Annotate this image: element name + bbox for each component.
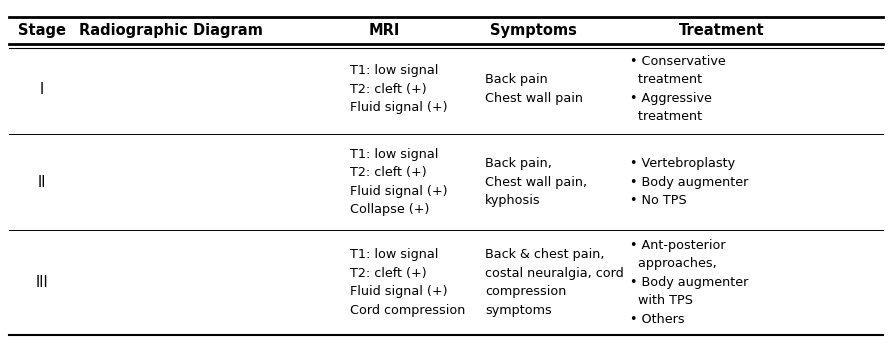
Text: MRI: MRI <box>369 23 401 38</box>
Text: Symptoms: Symptoms <box>490 23 577 38</box>
Text: Treatment: Treatment <box>679 23 764 38</box>
Text: Radiographic Diagram: Radiographic Diagram <box>78 23 262 38</box>
Text: T1: low signal
T2: cleft (+)
Fluid signal (+)
Cord compression: T1: low signal T2: cleft (+) Fluid signa… <box>350 248 466 317</box>
Text: T1: low signal
T2: cleft (+)
Fluid signal (+): T1: low signal T2: cleft (+) Fluid signa… <box>350 64 448 114</box>
Text: T1: low signal
T2: cleft (+)
Fluid signal (+)
Collapse (+): T1: low signal T2: cleft (+) Fluid signa… <box>350 148 448 216</box>
Text: • Conservative
  treatment
• Aggressive
  treatment: • Conservative treatment • Aggressive tr… <box>630 55 725 123</box>
Text: • Vertebroplasty
• Body augmenter
• No TPS: • Vertebroplasty • Body augmenter • No T… <box>630 157 748 207</box>
Text: Back pain,
Chest wall pain,
kyphosis: Back pain, Chest wall pain, kyphosis <box>485 157 588 207</box>
Text: Back pain
Chest wall pain: Back pain Chest wall pain <box>485 73 583 105</box>
Text: II: II <box>37 175 46 189</box>
Text: I: I <box>40 81 45 97</box>
Text: • Ant-posterior
  approaches,
• Body augmenter
  with TPS
• Others: • Ant-posterior approaches, • Body augme… <box>630 239 748 326</box>
Text: III: III <box>36 275 48 290</box>
Text: Back & chest pain,
costal neuralgia, cord
compression
symptoms: Back & chest pain, costal neuralgia, cor… <box>485 248 624 317</box>
Text: Stage: Stage <box>18 23 66 38</box>
